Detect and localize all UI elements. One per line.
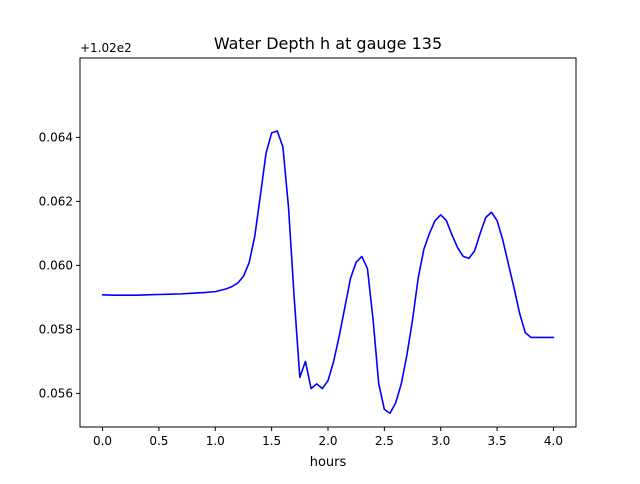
chart-title: Water Depth h at gauge 135 bbox=[214, 34, 442, 53]
series-line-0 bbox=[101, 130, 555, 415]
plot-area: 0.0 0.5 1.0 1.5 2.0 2.5 3.0 3.5 4.0 0.056 0.058 0.0… bbox=[39, 57, 577, 448]
x-tick-label: 4.0 bbox=[544, 434, 563, 448]
y-tick-label: 0.056 bbox=[39, 386, 73, 400]
x-tick-label: 3.0 bbox=[431, 434, 450, 448]
x-tick-label: 1.5 bbox=[262, 434, 281, 448]
x-tick-label: 0.0 bbox=[93, 434, 112, 448]
y-tick-label: 0.064 bbox=[39, 130, 73, 144]
x-tick-label: 2.5 bbox=[375, 434, 394, 448]
y-offset-label: +1.02e2 bbox=[80, 41, 132, 55]
y-tick-label: 0.060 bbox=[39, 258, 73, 272]
x-axis-label: hours bbox=[310, 455, 347, 470]
y-tick-label: 0.058 bbox=[39, 322, 73, 336]
x-tick-label: 2.0 bbox=[318, 434, 337, 448]
y-tick-label: 0.062 bbox=[39, 194, 73, 208]
x-tick-label: 3.5 bbox=[488, 434, 507, 448]
x-tick-label: 1.0 bbox=[206, 434, 225, 448]
x-tick-label: 0.5 bbox=[149, 434, 168, 448]
